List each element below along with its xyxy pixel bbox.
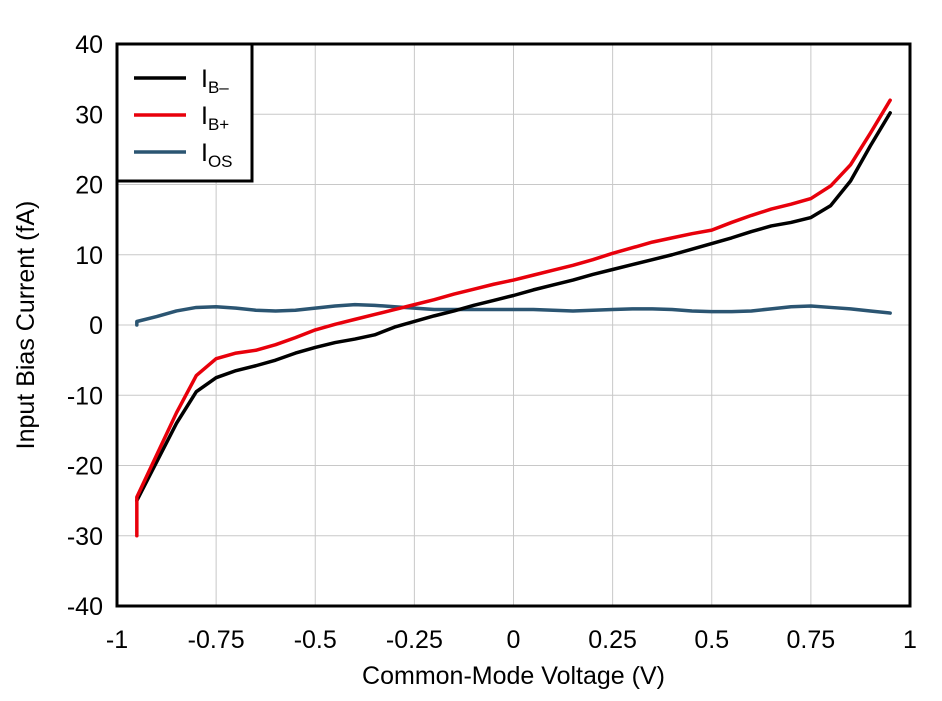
y-tick-label: 10 <box>75 242 103 270</box>
plot-frame <box>115 42 912 608</box>
series-line-bplus <box>135 98 892 538</box>
tick-labels: -1 -0.75 -0.5 -0.25 0 0.25 0.5 0.75 1 -40 -30 -20 -1… <box>67 31 917 654</box>
y-tick-label: -30 <box>67 523 103 551</box>
x-tick-label: 0 <box>507 626 521 654</box>
legend-label-main: I <box>201 139 208 167</box>
y-tick-label: -10 <box>67 382 103 410</box>
x-tick-label: -1 <box>106 626 128 654</box>
legend-label-sub: B+ <box>208 115 229 134</box>
y-tick-label: 40 <box>75 31 103 59</box>
x-tick-label: 0.5 <box>694 626 729 654</box>
y-tick-label: 0 <box>89 312 103 340</box>
x-tick-label: 1 <box>903 626 917 654</box>
legend-label-main: I <box>201 102 208 130</box>
y-tick-label: -20 <box>67 453 103 481</box>
series-layer <box>135 98 892 538</box>
x-tick-label: -0.25 <box>386 626 443 654</box>
series-line-bminus <box>135 111 892 503</box>
y-tick-label: 30 <box>75 101 103 129</box>
series-line-os <box>135 302 892 327</box>
x-axis-title: Common-Mode Voltage (V) <box>362 662 665 690</box>
grid <box>117 44 910 606</box>
legend-label: IB+ <box>201 102 229 134</box>
legend-label-sub: B– <box>208 78 229 97</box>
legend-label: IOS <box>201 139 233 171</box>
legend-box <box>115 42 254 183</box>
y-tick-label: 20 <box>75 172 103 200</box>
legend-label-sub: OS <box>208 152 233 171</box>
y-axis-title: Input Bias Current (fA) <box>12 201 40 450</box>
legend: IB–IB+IOS <box>115 42 254 183</box>
x-tick-label: -0.75 <box>188 626 245 654</box>
x-tick-label: -0.5 <box>294 626 337 654</box>
y-tick-label: -40 <box>67 593 103 621</box>
x-tick-label: 0.75 <box>787 626 836 654</box>
x-tick-label: 0.25 <box>588 626 637 654</box>
legend-label: IB– <box>201 65 229 97</box>
legend-label-main: I <box>201 65 208 93</box>
